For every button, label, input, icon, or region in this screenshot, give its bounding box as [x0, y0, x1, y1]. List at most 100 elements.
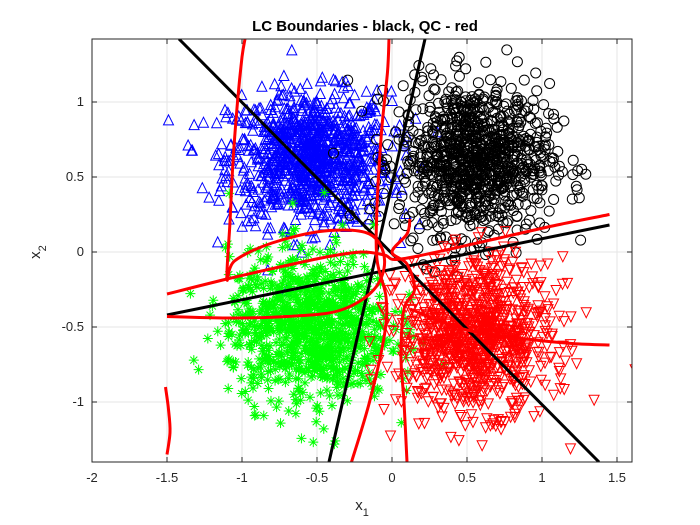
marker-triangle-down: [452, 353, 465, 366]
marker-circle: [437, 113, 449, 125]
marker-circle: [528, 192, 540, 204]
marker-circle: [471, 179, 482, 191]
marker-circle: [450, 60, 462, 72]
marker-circle: [481, 117, 493, 129]
marker-asterisk: [324, 346, 335, 357]
marker-triangle-down: [514, 293, 527, 306]
marker-triangle-down: [544, 316, 557, 329]
marker-triangle-down: [514, 357, 527, 369]
marker-asterisk: [286, 359, 297, 370]
marker-asterisk: [247, 306, 258, 317]
marker-triangle-down: [532, 337, 544, 349]
marker-circle: [419, 207, 431, 219]
marker-asterisk: [322, 334, 333, 345]
y-axis-label-base: x: [27, 251, 44, 259]
marker-asterisk: [333, 341, 344, 352]
marker-triangle-up: [277, 157, 289, 170]
marker-triangle-up: [294, 177, 307, 190]
marker-asterisk: [307, 268, 318, 279]
marker-circle: [543, 205, 555, 217]
marker-triangle-up: [288, 173, 301, 185]
marker-asterisk: [293, 272, 304, 283]
marker-triangle-down: [405, 357, 417, 369]
marker-asterisk: [282, 268, 293, 279]
marker-asterisk: [279, 356, 290, 367]
marker-asterisk: [293, 373, 304, 384]
marker-asterisk: [281, 333, 292, 344]
marker-triangle-down: [557, 340, 570, 353]
marker-triangle-down: [533, 306, 545, 319]
plot-frame: [91, 38, 633, 463]
marker-circle: [396, 190, 408, 202]
marker-asterisk: [288, 389, 299, 400]
marker-asterisk: [249, 263, 260, 274]
marker-triangle-down: [434, 309, 447, 322]
marker-triangle-up: [312, 206, 325, 219]
marker-triangle-down: [499, 226, 512, 238]
marker-triangle-down: [502, 359, 515, 372]
marker-circle: [430, 112, 442, 124]
marker-asterisk: [259, 323, 270, 334]
marker-asterisk: [283, 406, 294, 417]
marker-triangle-down: [470, 377, 482, 389]
marker-triangle-up: [348, 88, 361, 101]
marker-circle: [480, 147, 492, 159]
marker-asterisk: [279, 317, 290, 328]
marker-triangle-down: [470, 270, 482, 283]
marker-asterisk: [340, 281, 351, 292]
marker-triangle-down: [525, 258, 538, 271]
marker-triangle-down: [490, 279, 502, 291]
marker-asterisk: [296, 433, 307, 444]
marker-triangle-down: [465, 321, 478, 334]
marker-triangle-down: [426, 267, 439, 280]
marker-asterisk: [323, 288, 334, 299]
marker-triangle-down: [558, 384, 571, 396]
marker-circle: [518, 74, 530, 86]
marker-circle: [356, 105, 368, 117]
marker-triangle-up: [264, 221, 277, 234]
marker-asterisk: [365, 378, 376, 389]
marker-circle: [372, 93, 384, 105]
marker-asterisk: [230, 339, 241, 350]
marker-asterisk: [272, 357, 283, 368]
marker-triangle-up: [329, 74, 342, 87]
marker-circle: [540, 122, 552, 134]
marker-triangle-up: [188, 118, 200, 131]
marker-asterisk: [375, 278, 386, 289]
marker-asterisk: [289, 306, 300, 317]
marker-triangle-up: [401, 129, 413, 142]
marker-asterisk: [408, 331, 419, 342]
marker-circle: [504, 166, 516, 178]
marker-asterisk: [347, 291, 358, 302]
marker-asterisk: [396, 417, 407, 428]
marker-triangle-up: [365, 97, 378, 110]
x-tick-label: 0.5: [458, 470, 476, 485]
marker-triangle-up: [295, 93, 308, 106]
marker-asterisk: [302, 272, 313, 283]
marker-circle: [451, 195, 463, 207]
marker-asterisk: [267, 266, 278, 277]
marker-circle: [408, 145, 420, 157]
marker-asterisk: [252, 378, 263, 389]
marker-asterisk: [348, 259, 359, 270]
marker-asterisk: [357, 331, 368, 342]
marker-triangle-down: [470, 282, 482, 295]
marker-asterisk: [282, 348, 293, 359]
marker-asterisk: [325, 340, 336, 351]
marker-asterisk: [316, 286, 327, 297]
marker-asterisk: [224, 251, 235, 262]
marker-triangle-up: [238, 132, 251, 145]
lc-boundary-line: [166, 223, 610, 317]
marker-asterisk: [384, 335, 395, 346]
marker-triangle-up: [371, 83, 383, 96]
marker-asterisk: [300, 289, 311, 300]
marker-asterisk: [279, 304, 290, 315]
marker-triangle-up: [262, 178, 274, 191]
marker-asterisk: [276, 282, 287, 293]
marker-asterisk: [347, 318, 358, 329]
marker-triangle-up: [256, 207, 268, 219]
marker-triangle-down: [424, 347, 437, 359]
marker-circle: [381, 154, 392, 166]
marker-triangle-up: [243, 167, 256, 179]
marker-triangle-down: [479, 272, 491, 285]
